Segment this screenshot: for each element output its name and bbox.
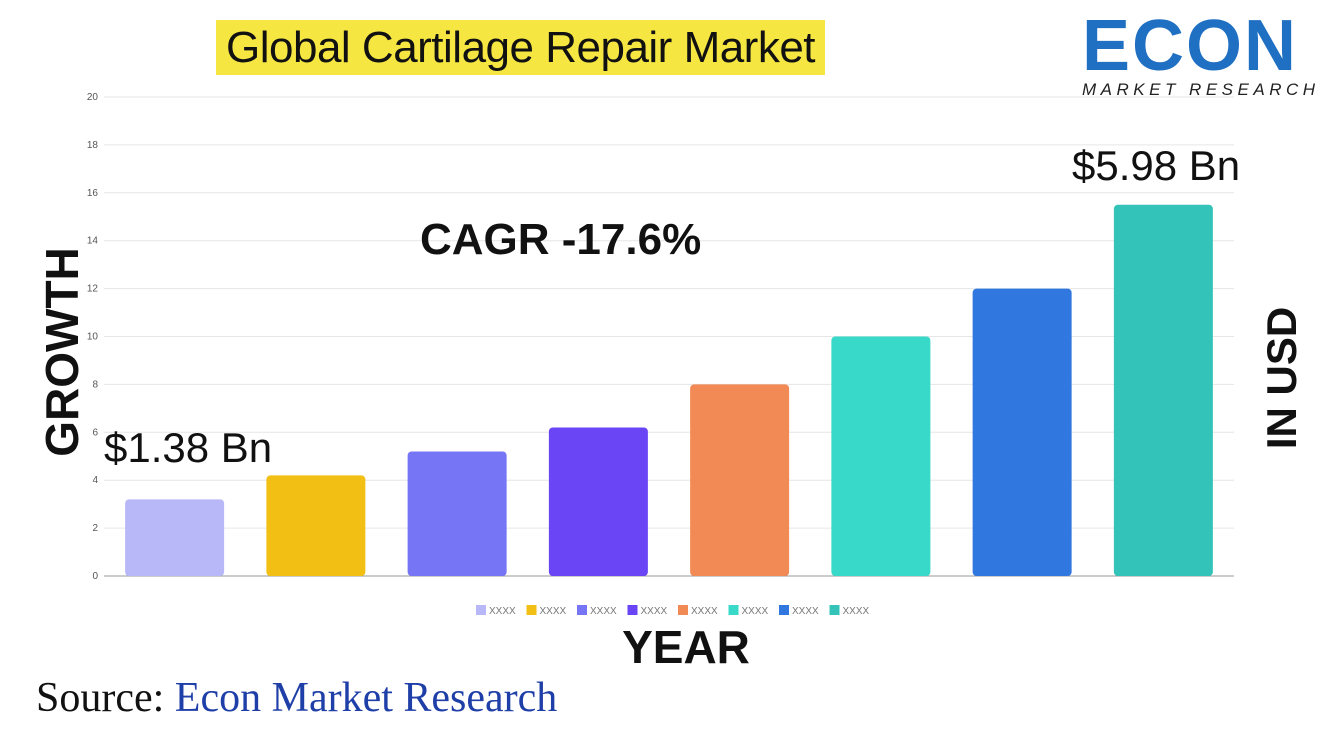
end-value-label: $5.98 Bn xyxy=(1072,142,1241,189)
legend-label: XXXX xyxy=(590,606,617,617)
source-line: Source: Econ Market Research xyxy=(36,674,557,722)
legend-swatch xyxy=(577,605,587,615)
y-tick-labels: 0 2 4 6 8 10 12 14 16 18 20 xyxy=(87,92,99,582)
legend-swatch xyxy=(829,605,840,615)
start-value-label: $1.38 Bn xyxy=(104,424,273,471)
y-tick-label: 10 xyxy=(87,332,99,343)
bar xyxy=(831,336,931,576)
legend-label: XXXX xyxy=(540,606,567,617)
y-axis-title: GROWTH xyxy=(36,247,88,457)
source-name: Econ Market Research xyxy=(174,675,558,721)
legend-swatch xyxy=(476,605,486,615)
legend-swatch xyxy=(678,605,688,615)
chart-title: Global Cartilage Repair Market xyxy=(216,20,826,75)
y-tick-label: 18 xyxy=(87,140,99,151)
legend-label: XXXX xyxy=(489,606,516,617)
x-axis-title: YEAR xyxy=(622,621,750,673)
y-tick-label: 14 xyxy=(87,236,99,247)
bar xyxy=(972,288,1072,576)
source-prefix: Source: xyxy=(36,675,165,721)
bar xyxy=(266,475,366,576)
bar xyxy=(1113,204,1213,576)
legend-swatch xyxy=(779,605,789,615)
y-tick-label: 0 xyxy=(92,571,98,582)
y-tick-label: 6 xyxy=(92,427,98,438)
legend-label: XXXX xyxy=(691,606,718,617)
y-axis-unit-title: IN USD xyxy=(1258,306,1305,450)
y-tick-label: 12 xyxy=(87,284,99,295)
logo-wordmark: ECON xyxy=(1082,6,1299,86)
legend-label: XXXX xyxy=(792,606,819,617)
legend: XXXX XXXX XXXX XXXX XXXX XXXX XXXX XXXX xyxy=(476,605,870,617)
cagr-annotation: CAGR -17.6% xyxy=(420,215,702,264)
bar xyxy=(548,427,648,576)
bar xyxy=(407,451,507,576)
legend-label: XXXX xyxy=(641,606,668,617)
bars xyxy=(125,204,1213,576)
legend-swatch xyxy=(627,605,638,615)
y-tick-label: 4 xyxy=(92,475,98,486)
y-tick-label: 16 xyxy=(87,188,99,199)
logo-subtitle: MARKET RESEARCH xyxy=(1082,80,1320,99)
legend-swatch xyxy=(728,605,739,615)
y-tick-label: 2 xyxy=(92,523,98,534)
y-tick-label: 8 xyxy=(92,379,98,390)
legend-label: XXXX xyxy=(843,606,870,617)
y-tick-label: 20 xyxy=(87,92,99,103)
bar xyxy=(690,384,790,576)
legend-swatch xyxy=(526,605,537,615)
bar xyxy=(125,499,225,576)
econ-logo: ECON MARKET RESEARCH xyxy=(1078,6,1330,106)
legend-label: XXXX xyxy=(742,606,769,617)
